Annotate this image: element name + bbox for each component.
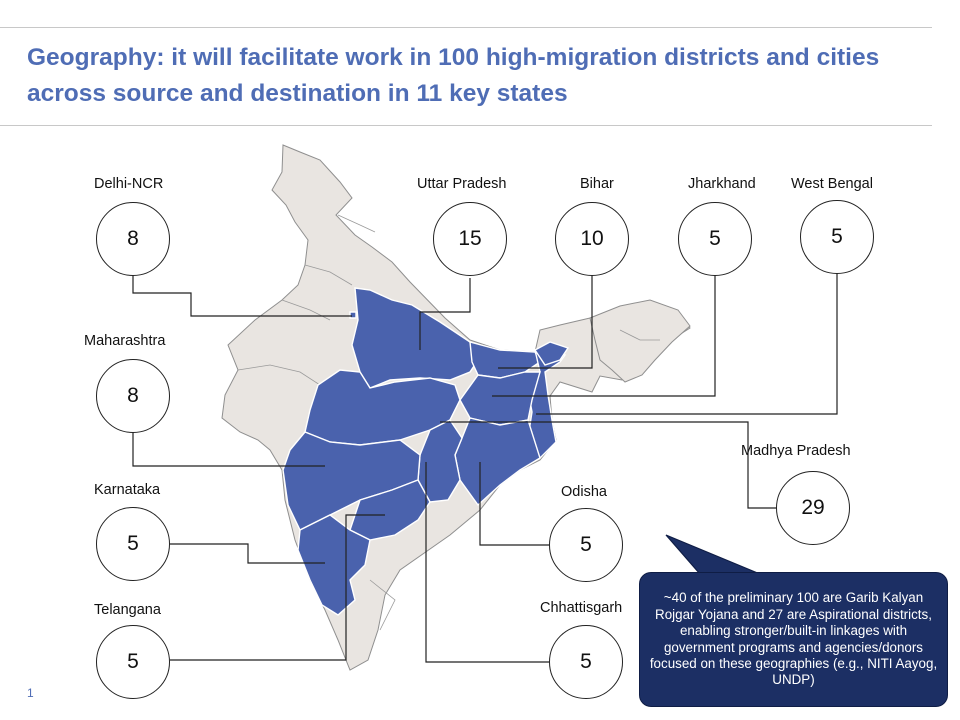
count-chhattisgarh: 5	[549, 625, 623, 699]
count-uttar-pradesh: 15	[433, 202, 507, 276]
page-number: 1	[27, 686, 34, 700]
count-jharkhand: 5	[678, 202, 752, 276]
label-odisha: Odisha	[561, 484, 607, 500]
count-karnataka: 5	[96, 507, 170, 581]
connector-telangana	[170, 514, 385, 661]
connector-jharkhand	[492, 274, 716, 397]
region-karnataka	[297, 514, 371, 616]
top-rule	[0, 27, 932, 28]
count-madhya-pradesh: 29	[776, 471, 850, 545]
label-uttar-pradesh: Uttar Pradesh	[417, 176, 507, 192]
state-borders	[237, 214, 660, 631]
label-maharashtra: Maharashtra	[84, 333, 166, 349]
connector-delhi	[132, 275, 352, 317]
label-delhi-ncr: Delhi-NCR	[94, 176, 164, 192]
label-jharkhand: Jharkhand	[688, 176, 756, 192]
highlighted-states	[282, 287, 570, 616]
count-telangana: 5	[96, 625, 170, 699]
label-madhya-pradesh: Madhya Pradesh	[741, 443, 851, 459]
count-odisha: 5	[549, 508, 623, 582]
region-jharkhand	[459, 371, 541, 426]
region-bengal-north	[533, 341, 570, 366]
label-bihar: Bihar	[580, 176, 614, 192]
label-chhattisgarh: Chhattisgarh	[540, 600, 623, 616]
label-west-bengal: West Bengal	[791, 176, 873, 192]
callout-box: ~40 of the preliminary 100 are Garib Kal…	[639, 572, 948, 707]
label-telangana: Telangana	[94, 602, 161, 618]
connector-madhya-pradesh	[440, 421, 777, 509]
callout-text: ~40 of the preliminary 100 are Garib Kal…	[649, 590, 938, 688]
count-maharashtra: 8	[96, 359, 170, 433]
connector-uttar-pradesh	[419, 278, 471, 350]
connector-bihar	[498, 276, 593, 369]
title-underline	[0, 125, 932, 126]
count-delhi-ncr: 8	[96, 202, 170, 276]
label-karnataka: Karnataka	[94, 482, 161, 498]
connector-maharashtra	[132, 433, 325, 467]
count-bihar: 10	[555, 202, 629, 276]
northeast-region	[589, 299, 691, 383]
connector-odisha	[479, 462, 549, 546]
connector-west-bengal	[536, 273, 838, 415]
connector-chhattisgarh	[425, 462, 549, 663]
connector-karnataka	[170, 543, 325, 564]
page-title: Geography: it will facilitate work in 10…	[27, 44, 880, 107]
region-uttar-pradesh	[351, 287, 479, 389]
count-west-bengal: 5	[800, 200, 874, 274]
